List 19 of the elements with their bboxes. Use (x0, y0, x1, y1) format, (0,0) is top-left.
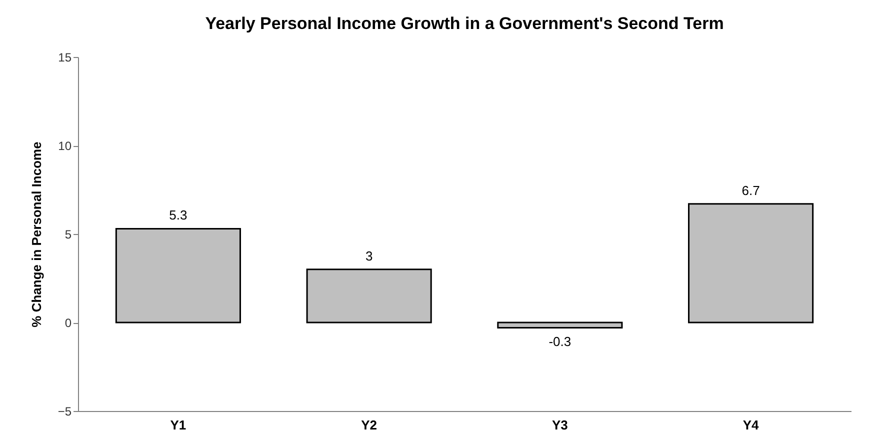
x-tick-label: Y1 (170, 418, 186, 432)
x-tick-label: Y4 (742, 418, 760, 432)
chart-title: Yearly Personal Income Growth in a Government's Second Term (205, 14, 724, 33)
bar (688, 203, 814, 324)
data-label: 3 (365, 248, 373, 264)
y-tick-label: 15 (58, 50, 72, 64)
y-tick-label: −5 (58, 404, 72, 418)
y-tick-label: 10 (58, 139, 72, 153)
y-tick-label: 5 (64, 228, 72, 242)
x-tick-label: Y2 (361, 418, 378, 432)
bar (306, 268, 432, 324)
x-tick-label: Y3 (552, 418, 568, 432)
bar (497, 322, 623, 329)
y-axis-title: % Change in Personal Income (28, 142, 44, 328)
bar (115, 228, 241, 324)
y-tick-label: 0 (64, 316, 72, 330)
data-label: 6.7 (742, 182, 760, 198)
data-label: -0.3 (548, 334, 572, 349)
data-label: 5.3 (169, 208, 188, 223)
